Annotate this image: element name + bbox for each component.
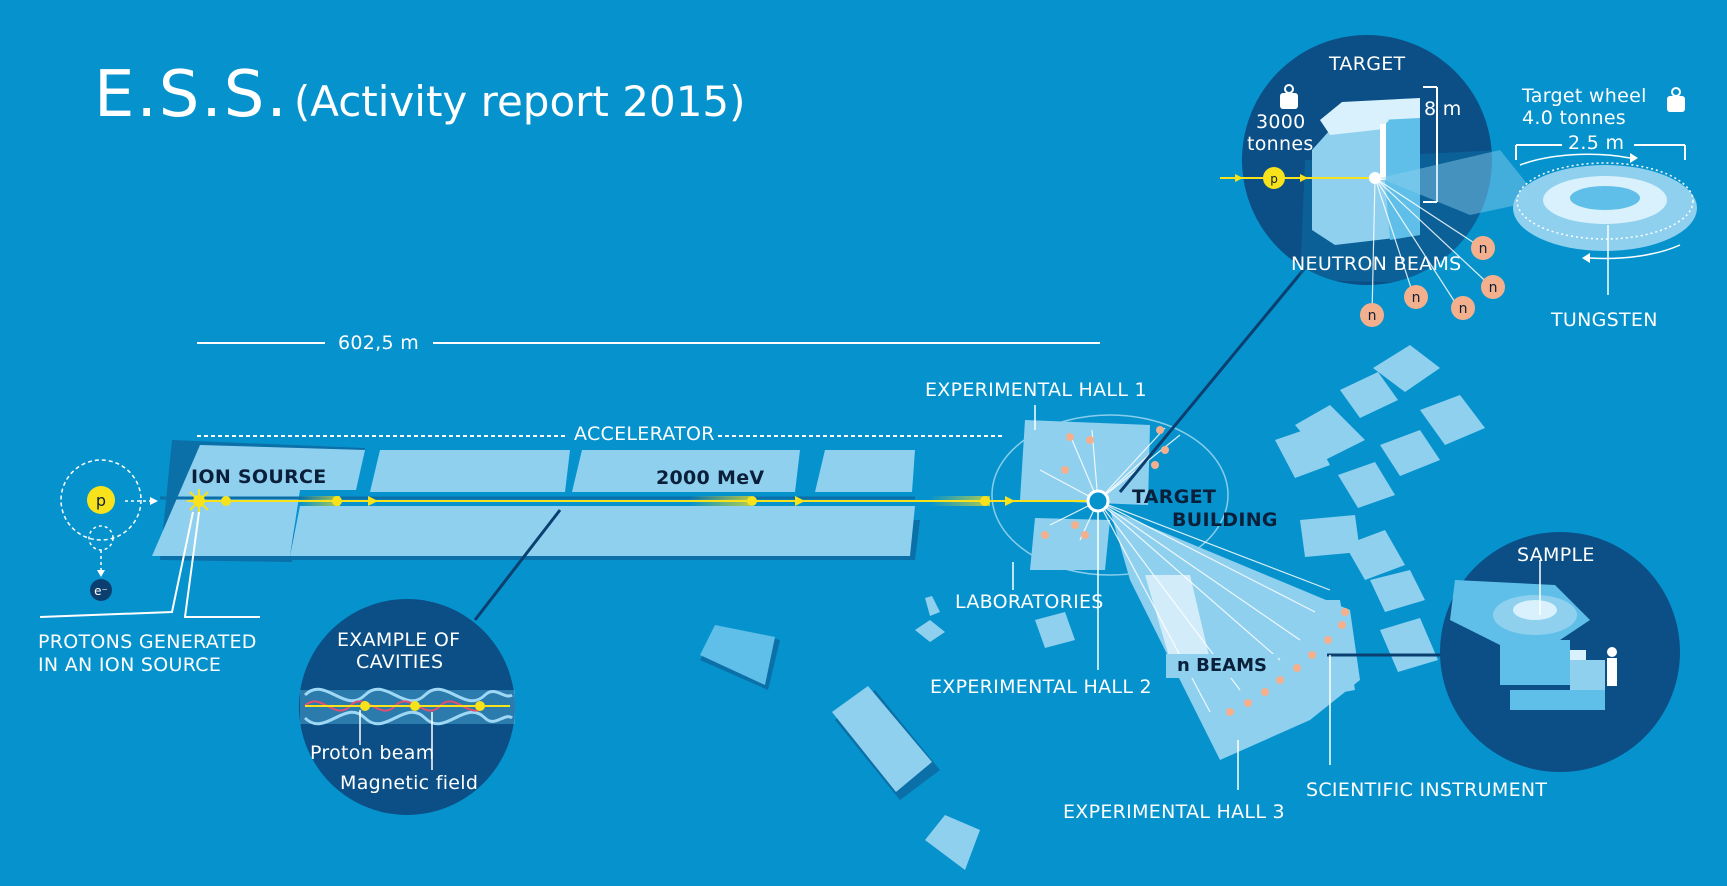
svg-text:n: n xyxy=(1489,280,1498,296)
svg-text:n: n xyxy=(1459,301,1468,317)
neutron-beams-label: NEUTRON BEAMS xyxy=(1291,253,1462,275)
svg-text:n: n xyxy=(1412,290,1421,306)
sample-label: SAMPLE xyxy=(1517,544,1595,566)
neutron-icon: n n n n n xyxy=(1360,236,1505,327)
hall2-label: EXPERIMENTAL HALL 2 xyxy=(930,676,1152,698)
cavities-magnifier xyxy=(299,509,562,815)
target-label: TARGET xyxy=(1329,53,1406,75)
target-wheel-label-line2: 4.0 tonnes xyxy=(1522,107,1627,129)
hall1-label: EXPERIMENTAL HALL 1 xyxy=(925,379,1147,401)
ion-source-label: ION SOURCE xyxy=(191,466,327,488)
target-wheel xyxy=(1513,87,1697,295)
svg-text:n: n xyxy=(1368,308,1377,324)
svg-text:n: n xyxy=(1479,241,1488,257)
wheel-diameter-label: 2.5 m xyxy=(1568,132,1625,154)
title-main: E.S.S. xyxy=(94,58,289,132)
other-buildings xyxy=(700,345,1485,870)
weight-icon xyxy=(1280,84,1298,109)
target-mass-line1: 3000 xyxy=(1256,111,1306,133)
scientific-instrument-label: SCIENTIFIC INSTRUMENT xyxy=(1306,779,1548,801)
target-height-label: 8 m xyxy=(1424,98,1462,120)
page-title: E.S.S. (Activity report 2015) xyxy=(94,58,746,132)
leader-lines xyxy=(1012,405,1331,790)
electron-icon: e⁻ xyxy=(90,579,112,601)
target-wheel-label-line1: Target wheel xyxy=(1522,85,1647,107)
proton-beam-line xyxy=(187,489,1090,513)
protons-generated-label-line1: PROTONS GENERATED xyxy=(38,631,257,653)
svg-text:p: p xyxy=(96,491,106,510)
length-label: 602,5 m xyxy=(338,332,420,354)
proton-icon: p xyxy=(87,486,115,514)
instrument-magnifier xyxy=(1327,532,1680,772)
neutron-beam-halls xyxy=(1110,510,1360,760)
target-point xyxy=(1039,426,1349,716)
target-mass-line2: tonnes xyxy=(1247,133,1314,155)
accelerator-label: ACCELERATOR xyxy=(574,423,715,445)
weight-icon xyxy=(1667,87,1685,112)
n-beams-label: n BEAMS xyxy=(1166,654,1278,678)
accelerator-tunnel xyxy=(152,440,920,562)
cavities-label-line1: EXAMPLE OF xyxy=(337,629,461,651)
ion-source-diagram: p e⁻ xyxy=(39,459,260,618)
svg-text:e⁻: e⁻ xyxy=(94,584,108,598)
protons-generated-label-line2: IN AN ION SOURCE xyxy=(38,654,222,676)
title-sub: (Activity report 2015) xyxy=(293,77,746,126)
target-magnifier: p xyxy=(1118,35,1540,493)
svg-text:p: p xyxy=(1270,172,1278,186)
target-building-label-line2: BUILDING xyxy=(1172,509,1278,531)
energy-label: 2000 MeV xyxy=(656,467,765,489)
target-building-label-line1: TARGET xyxy=(1132,486,1217,508)
hall3-label: EXPERIMENTAL HALL 3 xyxy=(1063,801,1285,823)
magnetic-field-label: Magnetic field xyxy=(340,772,479,794)
cavities-label-line2: CAVITIES xyxy=(356,651,444,673)
spallation-flash-icon xyxy=(187,489,211,513)
laboratories-label: LABORATORIES xyxy=(955,591,1104,613)
tungsten-label: TUNGSTEN xyxy=(1551,309,1658,331)
proton-beam-label: Proton beam xyxy=(310,742,435,764)
